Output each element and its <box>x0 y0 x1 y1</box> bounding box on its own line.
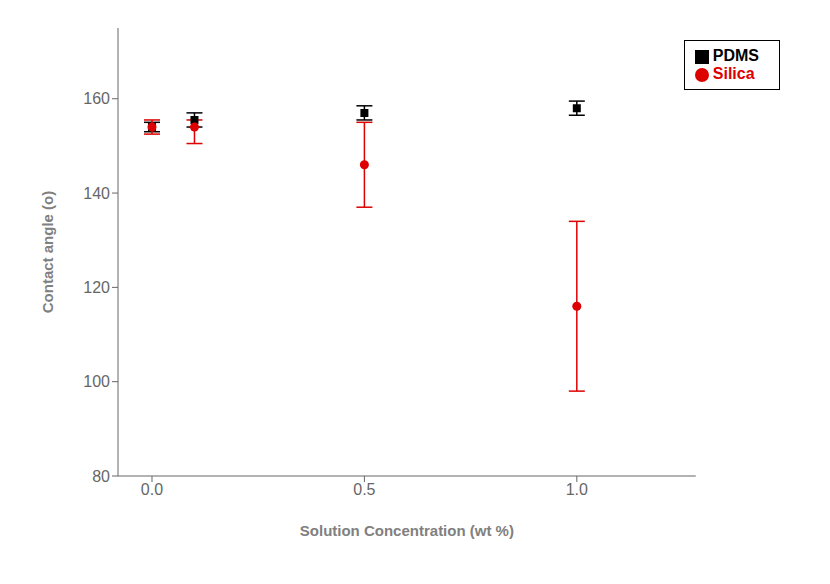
svg-text:160: 160 <box>83 90 110 107</box>
html-text:Silica: Silica <box>712 65 755 82</box>
svg-text:1.0: 1.0 <box>566 481 588 498</box>
svg-text:140: 140 <box>83 185 110 202</box>
svg-text:80: 80 <box>92 468 110 485</box>
svg-text:Solution Concentration (wt %): Solution Concentration (wt %) <box>300 522 514 539</box>
svg-text:100: 100 <box>83 373 110 390</box>
svg-text:120: 120 <box>83 279 110 296</box>
svg-text:0.0: 0.0 <box>141 481 163 498</box>
svg-text:0.5: 0.5 <box>353 481 375 498</box>
svg-text:Contact angle (o): Contact angle (o) <box>39 191 56 314</box>
html-text:PDMS: PDMS <box>712 47 759 64</box>
